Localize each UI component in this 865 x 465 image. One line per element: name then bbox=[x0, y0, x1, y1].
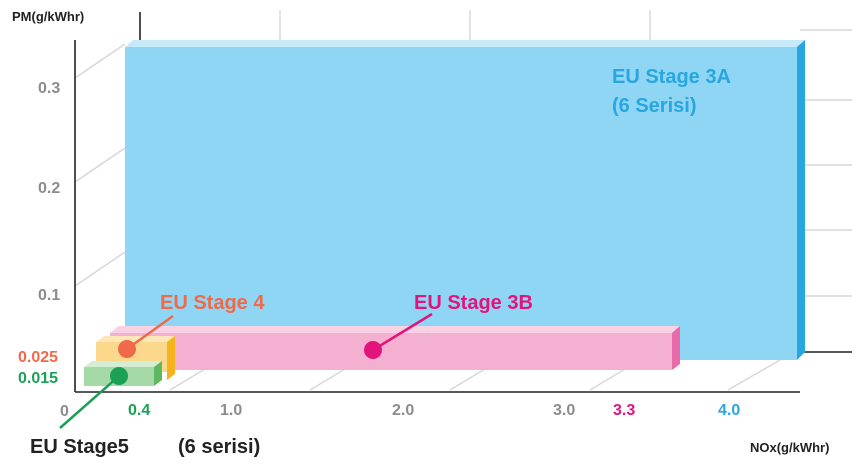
label-eu-stage-5: EU Stage5 bbox=[30, 436, 129, 458]
stage-4-marker bbox=[118, 340, 136, 358]
y-tick-label-0.1: 0.1 bbox=[38, 287, 60, 304]
x-tick-label-3.0: 3.0 bbox=[553, 402, 575, 419]
x-tick-label-0.4: 0.4 bbox=[128, 402, 150, 419]
y-tick-label-0.3: 0.3 bbox=[38, 80, 60, 97]
x-axis-title: NOx(g/kWhr) bbox=[750, 440, 829, 455]
stage-5-marker bbox=[110, 367, 128, 385]
bar-3b-top bbox=[110, 326, 680, 333]
label-eu-stage-5-sub: (6 serisi) bbox=[178, 436, 260, 458]
axes bbox=[74, 12, 852, 393]
label-eu-stage-4: EU Stage 4 bbox=[160, 292, 265, 314]
x-tick-label-3.3: 3.3 bbox=[613, 402, 635, 419]
y-value-label-0.015: 0.015 bbox=[18, 370, 58, 387]
y-axis-title: PM(g/kWhr) bbox=[12, 9, 84, 24]
bar-3a-top bbox=[125, 40, 805, 47]
bar-3b-side bbox=[672, 326, 680, 370]
y-tick-label-0.2: 0.2 bbox=[38, 180, 60, 197]
bar-eu-stage-3a bbox=[125, 40, 805, 360]
x-tick-label-4.0: 4.0 bbox=[718, 402, 740, 419]
stage-3b-marker bbox=[364, 341, 382, 359]
label-eu-stage-3a-sub: (6 Serisi) bbox=[612, 95, 696, 117]
bar-3a-front bbox=[125, 47, 797, 360]
x-tick-label-2.0: 2.0 bbox=[392, 402, 414, 419]
label-eu-stage-3b: EU Stage 3B bbox=[414, 292, 533, 314]
x-tick-label-1.0: 1.0 bbox=[220, 402, 242, 419]
bar-5-top bbox=[84, 361, 162, 367]
bar-eu-stage-3b bbox=[110, 326, 680, 370]
bar-4-side bbox=[167, 336, 175, 380]
bar-4-top bbox=[96, 336, 175, 342]
label-eu-stage-3a: EU Stage 3A bbox=[612, 66, 731, 88]
callouts bbox=[59, 312, 433, 429]
y-value-label-0.025: 0.025 bbox=[18, 349, 58, 366]
y-tick-label-0: 0 bbox=[60, 403, 69, 420]
bar-3a-side bbox=[797, 40, 805, 360]
bar-5-side bbox=[154, 361, 162, 386]
